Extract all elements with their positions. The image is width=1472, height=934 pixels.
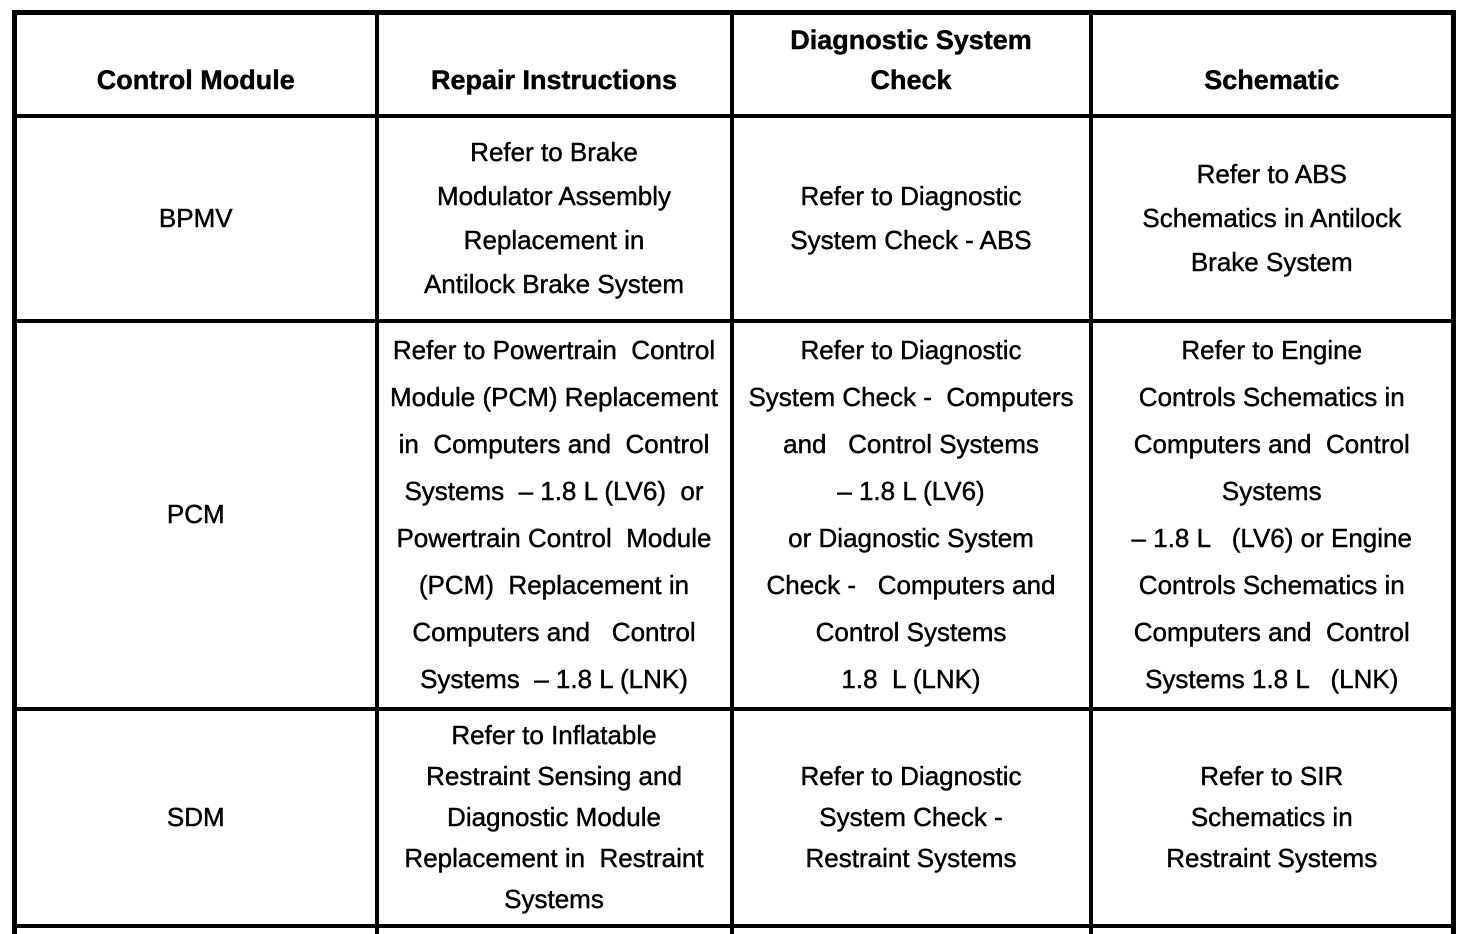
cell-partial-diagnostic-system-check — [729, 923, 1093, 934]
cell-sdm-control-module: SDM — [12, 706, 379, 928]
cell-partial-control-module — [12, 923, 379, 934]
cell-sdm-repair-instructions: Refer to Inflatable Restraint Sensing an… — [374, 706, 734, 928]
column-header-schematic: Schematic — [1088, 10, 1456, 118]
cell-pcm-diagnostic-system-check: Refer to Diagnostic System Check - Compu… — [729, 318, 1093, 711]
table-row-bpmv: BPMV Refer to Brake Modulator Assembly R… — [12, 113, 1456, 323]
header-row: Control Module Repair Instructions Diagn… — [12, 10, 1456, 118]
table-row-partial — [12, 923, 1456, 934]
cell-sdm-schematic: Refer to SIR Schematics in Restraint Sys… — [1088, 706, 1456, 928]
cell-bpmv-diagnostic-system-check: Refer to Diagnostic System Check - ABS — [729, 113, 1093, 323]
cell-pcm-schematic: Refer to Engine Controls Schematics in C… — [1088, 318, 1456, 711]
column-header-repair-instructions: Repair Instructions — [374, 10, 734, 118]
cell-partial-schematic — [1088, 923, 1456, 934]
cell-partial-repair-instructions — [374, 923, 734, 934]
cell-pcm-repair-instructions: Refer to Powertrain Control Module (PCM)… — [374, 318, 734, 711]
cell-sdm-diagnostic-system-check: Refer to Diagnostic System Check - Restr… — [729, 706, 1093, 928]
table-row-sdm: SDM Refer to Inflatable Restraint Sensin… — [12, 706, 1456, 928]
table-row-pcm: PCM Refer to Powertrain Control Module (… — [12, 318, 1456, 711]
cell-bpmv-control-module: BPMV — [12, 113, 379, 323]
column-header-diagnostic-system-check: Diagnostic System Check — [729, 10, 1093, 118]
cell-bpmv-schematic: Refer to ABS Schematics in Antilock Brak… — [1088, 113, 1456, 323]
control-module-reference-table: Control Module Repair Instructions Diagn… — [12, 10, 1456, 934]
cell-bpmv-repair-instructions: Refer to Brake Modulator Assembly Replac… — [374, 113, 734, 323]
column-header-control-module: Control Module — [12, 10, 379, 118]
cell-pcm-control-module: PCM — [12, 318, 379, 711]
